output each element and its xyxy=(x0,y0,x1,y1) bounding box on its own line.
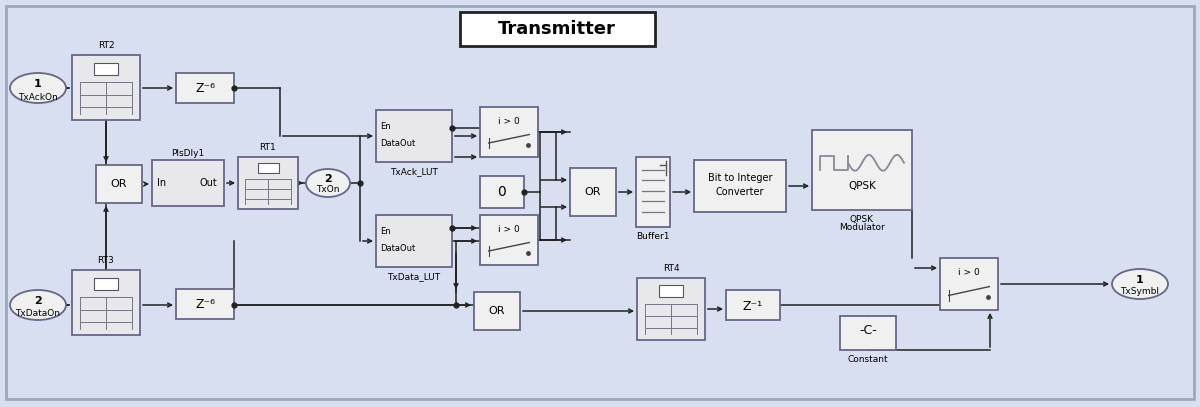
FancyBboxPatch shape xyxy=(94,63,118,74)
Text: Constant: Constant xyxy=(847,355,888,365)
FancyBboxPatch shape xyxy=(637,278,706,340)
Text: TxData_LUT: TxData_LUT xyxy=(388,272,440,281)
FancyBboxPatch shape xyxy=(726,290,780,320)
FancyBboxPatch shape xyxy=(376,215,452,267)
FancyBboxPatch shape xyxy=(840,316,896,350)
FancyBboxPatch shape xyxy=(812,130,912,210)
Text: 2: 2 xyxy=(34,296,42,306)
FancyBboxPatch shape xyxy=(176,73,234,103)
Text: Transmitter: Transmitter xyxy=(498,20,616,38)
Text: TxOn: TxOn xyxy=(317,186,340,195)
FancyBboxPatch shape xyxy=(258,163,278,173)
Ellipse shape xyxy=(10,290,66,320)
Text: -C-: -C- xyxy=(859,324,877,337)
FancyBboxPatch shape xyxy=(176,289,234,319)
FancyBboxPatch shape xyxy=(238,157,298,209)
Text: Bit to Integer: Bit to Integer xyxy=(708,173,773,183)
Text: Buffer1: Buffer1 xyxy=(636,232,670,241)
FancyBboxPatch shape xyxy=(570,168,616,216)
Text: RT3: RT3 xyxy=(97,256,114,265)
Text: Converter: Converter xyxy=(715,187,764,197)
Text: OR: OR xyxy=(110,179,127,189)
Text: En: En xyxy=(380,227,391,236)
Text: QPSK: QPSK xyxy=(850,215,874,224)
Text: Z⁻⁶: Z⁻⁶ xyxy=(194,83,215,96)
Text: PlsDly1: PlsDly1 xyxy=(172,149,205,158)
FancyBboxPatch shape xyxy=(72,270,140,335)
FancyBboxPatch shape xyxy=(636,157,670,227)
Text: i > 0: i > 0 xyxy=(498,225,520,234)
Text: TxAck_LUT: TxAck_LUT xyxy=(390,167,438,176)
FancyBboxPatch shape xyxy=(474,292,520,330)
Text: RT2: RT2 xyxy=(97,41,114,50)
Text: TxSymbl: TxSymbl xyxy=(1121,287,1159,297)
FancyBboxPatch shape xyxy=(6,6,1194,399)
Text: TxAckOn: TxAckOn xyxy=(18,92,58,101)
Text: 1: 1 xyxy=(34,79,42,89)
FancyBboxPatch shape xyxy=(480,107,538,157)
Text: i > 0: i > 0 xyxy=(958,268,980,277)
FancyBboxPatch shape xyxy=(480,215,538,265)
Text: Modulator: Modulator xyxy=(839,223,884,232)
FancyBboxPatch shape xyxy=(152,160,224,206)
Text: Z⁻⁶: Z⁻⁶ xyxy=(194,298,215,311)
FancyBboxPatch shape xyxy=(940,258,998,310)
Text: DataOut: DataOut xyxy=(380,139,415,148)
Text: 2: 2 xyxy=(324,174,332,184)
Text: OR: OR xyxy=(488,306,505,316)
Text: Z⁻¹: Z⁻¹ xyxy=(743,300,763,313)
FancyBboxPatch shape xyxy=(659,285,683,297)
FancyBboxPatch shape xyxy=(72,55,140,120)
FancyBboxPatch shape xyxy=(694,160,786,212)
Text: DataOut: DataOut xyxy=(380,244,415,253)
Text: TxDataOn: TxDataOn xyxy=(16,309,60,319)
Text: 1: 1 xyxy=(1136,275,1144,285)
FancyBboxPatch shape xyxy=(96,165,142,203)
Text: En: En xyxy=(380,122,391,131)
Ellipse shape xyxy=(1112,269,1168,299)
Text: 0: 0 xyxy=(498,185,506,199)
Text: QPSK: QPSK xyxy=(848,181,876,191)
Text: RT1: RT1 xyxy=(259,143,276,152)
FancyBboxPatch shape xyxy=(480,176,524,208)
FancyBboxPatch shape xyxy=(460,12,655,46)
Text: OR: OR xyxy=(584,187,601,197)
Text: i > 0: i > 0 xyxy=(498,116,520,125)
Ellipse shape xyxy=(306,169,350,197)
Ellipse shape xyxy=(10,73,66,103)
FancyBboxPatch shape xyxy=(376,110,452,162)
Text: RT4: RT4 xyxy=(662,264,679,273)
Text: Out: Out xyxy=(199,178,217,188)
FancyBboxPatch shape xyxy=(94,278,118,289)
Text: In: In xyxy=(157,178,167,188)
